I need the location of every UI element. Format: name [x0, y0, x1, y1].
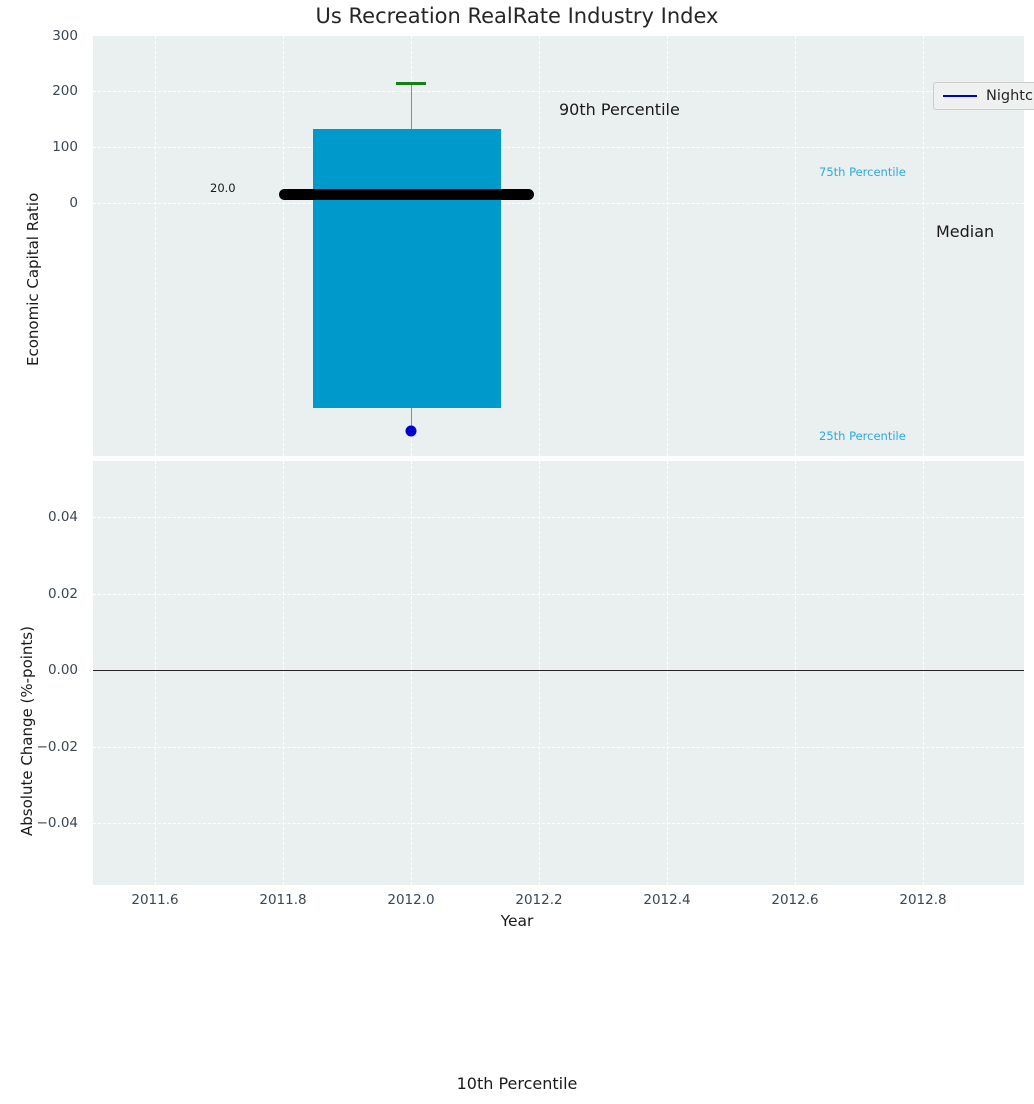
gridline-top-200: [93, 91, 1024, 92]
company-data-point[interactable]: [405, 425, 417, 437]
top-panel-plot-area: 90th Percentile 75th Percentile Median 2…: [93, 36, 1034, 456]
page-title: Us Recreation RealRate Industry Index: [315, 4, 719, 28]
gridline-x-bottom-2012-4: [667, 461, 668, 885]
x-axis-label: Year: [500, 912, 534, 930]
gridline-bottom-0-02: [93, 594, 1024, 595]
zero-reference-line: [93, 670, 1024, 671]
annotation-10th-percentile: 10th Percentile: [456, 1074, 578, 1093]
ytick-bottom-0-02: 0.02: [47, 586, 78, 602]
ytick-top-200: 200: [52, 83, 78, 99]
median-value-label: 20.0: [210, 181, 236, 195]
gridline-bottom-0-04: [93, 517, 1024, 518]
bottom-panel-plot-area: [93, 461, 1024, 885]
gridline-x-bottom-2011-6: [155, 461, 156, 885]
ytick-bottom-0-00: 0.00: [47, 662, 78, 678]
gridline-x-bottom-2012-2: [539, 461, 540, 885]
ytick-top-0: 0: [69, 195, 78, 211]
gridline-x-2012-8: [923, 36, 924, 456]
xtick-2012-6: 2012.6: [771, 892, 819, 908]
gridline-x-bottom-2012-6: [795, 461, 796, 885]
gridline-x-2011-6: [155, 36, 156, 456]
ytick-bottom-neg-0-04: −0.04: [36, 815, 78, 831]
annotation-25th-percentile: 25th Percentile: [819, 429, 906, 443]
gridline-x-2012-2: [539, 36, 540, 456]
gridline-top-100: [93, 147, 1024, 148]
xtick-2012-4: 2012.4: [643, 892, 691, 908]
y-axis-label-top: Economic Capital Ratio: [24, 192, 42, 366]
legend[interactable]: Nightculture Inc: [933, 82, 1034, 110]
xtick-2011-6: 2011.6: [131, 892, 179, 908]
ytick-top-300: 300: [52, 28, 78, 44]
ytick-bottom-0-04: 0.04: [47, 509, 78, 525]
gridline-x-bottom-2011-8: [283, 461, 284, 885]
xtick-2012-2: 2012.2: [515, 892, 563, 908]
xtick-2012-0: 2012.0: [387, 892, 435, 908]
gridline-x-2012-6: [795, 36, 796, 456]
gridline-top-0: [93, 203, 1024, 204]
whisker-cap-p90: [396, 82, 426, 85]
gridline-x-2012-4: [667, 36, 668, 456]
xtick-2012-8: 2012.8: [899, 892, 947, 908]
box-p25-p75: [313, 129, 501, 408]
ytick-top-100: 100: [52, 139, 78, 155]
annotation-90th-percentile: 90th Percentile: [559, 100, 680, 119]
gridline-bottom-neg-0-02: [93, 747, 1024, 748]
y-axis-label-bottom: Absolute Change (%-points): [18, 626, 36, 836]
median-line: [279, 189, 534, 200]
gridline-x-bottom-2012-0: [411, 461, 412, 885]
xtick-2011-8: 2011.8: [259, 892, 307, 908]
legend-item-label: Nightculture Inc: [986, 88, 1034, 104]
annotation-75th-percentile: 75th Percentile: [819, 165, 906, 179]
legend-line-icon: [943, 95, 977, 97]
gridline-x-bottom-2012-8: [923, 461, 924, 885]
annotation-median: Median: [936, 222, 995, 241]
gridline-x-2011-8: [283, 36, 284, 456]
gridline-bottom-neg-0-04: [93, 823, 1024, 824]
ytick-bottom-neg-0-02: −0.02: [36, 739, 78, 755]
